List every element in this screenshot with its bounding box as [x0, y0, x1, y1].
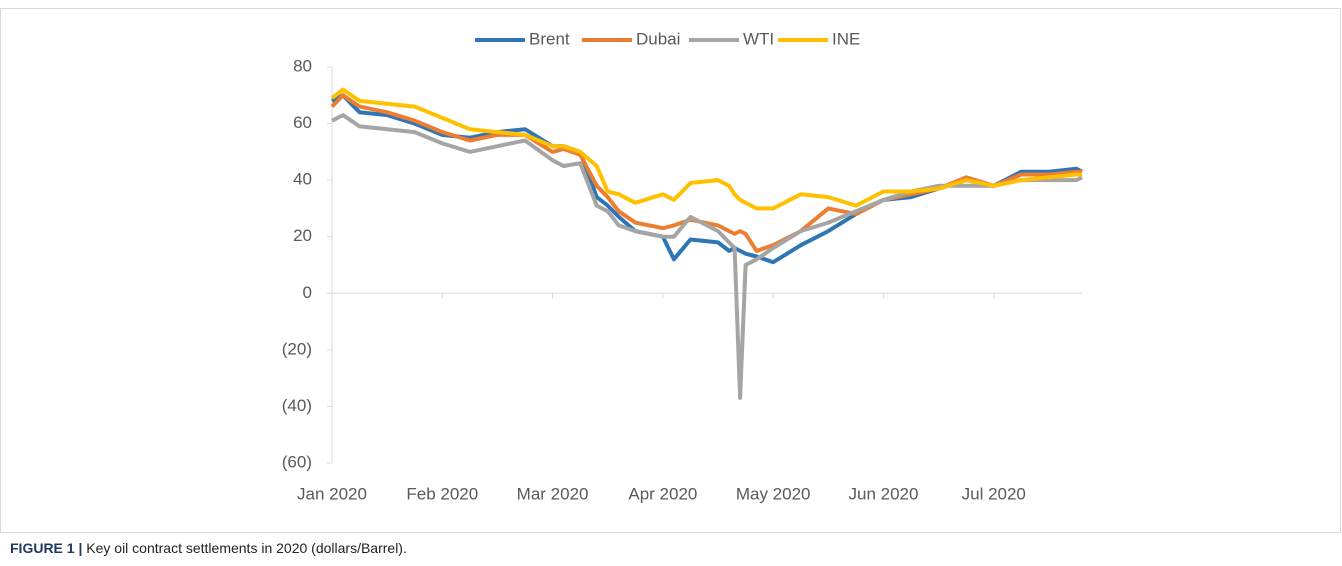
caption-label: FIGURE 1 |	[10, 540, 83, 556]
legend-label: WTI	[743, 29, 774, 48]
chart: (60) (40) (20) 0 20 40 60 80 Jan 2020 Feb 2020 Mar…	[0, 8, 1341, 533]
chart-frame	[0, 8, 1341, 533]
y-tick-label: 80	[293, 56, 312, 75]
y-tick-label: 0	[303, 283, 312, 302]
x-tick-label: Mar 2020	[517, 484, 589, 503]
caption-text: Key oil contract settlements in 2020 (do…	[86, 540, 407, 556]
series-line	[330, 87, 1082, 211]
y-tick-label: (60)	[282, 452, 312, 471]
series-line	[331, 113, 1083, 400]
x-tick-label: Jan 2020	[297, 484, 367, 503]
x-tick-label: Jun 2020	[848, 484, 918, 503]
x-tick-label: Jul 2020	[962, 484, 1026, 503]
caption: FIGURE 1 | Key oil contract settlements …	[10, 540, 407, 556]
x-tick-label: Feb 2020	[406, 484, 478, 503]
x-tick-label: May 2020	[736, 484, 811, 503]
y-tick-label: 20	[293, 226, 312, 245]
x-tick-label: Apr 2020	[628, 484, 697, 503]
legend-label: Brent	[529, 29, 570, 48]
y-tick-label: (20)	[282, 339, 312, 358]
y-tick-label: (40)	[282, 396, 312, 415]
legend-label: Dubai	[636, 29, 680, 48]
legend-label: INE	[832, 29, 860, 48]
y-tick-label: 60	[293, 113, 312, 132]
y-tick-label: 40	[293, 170, 312, 189]
